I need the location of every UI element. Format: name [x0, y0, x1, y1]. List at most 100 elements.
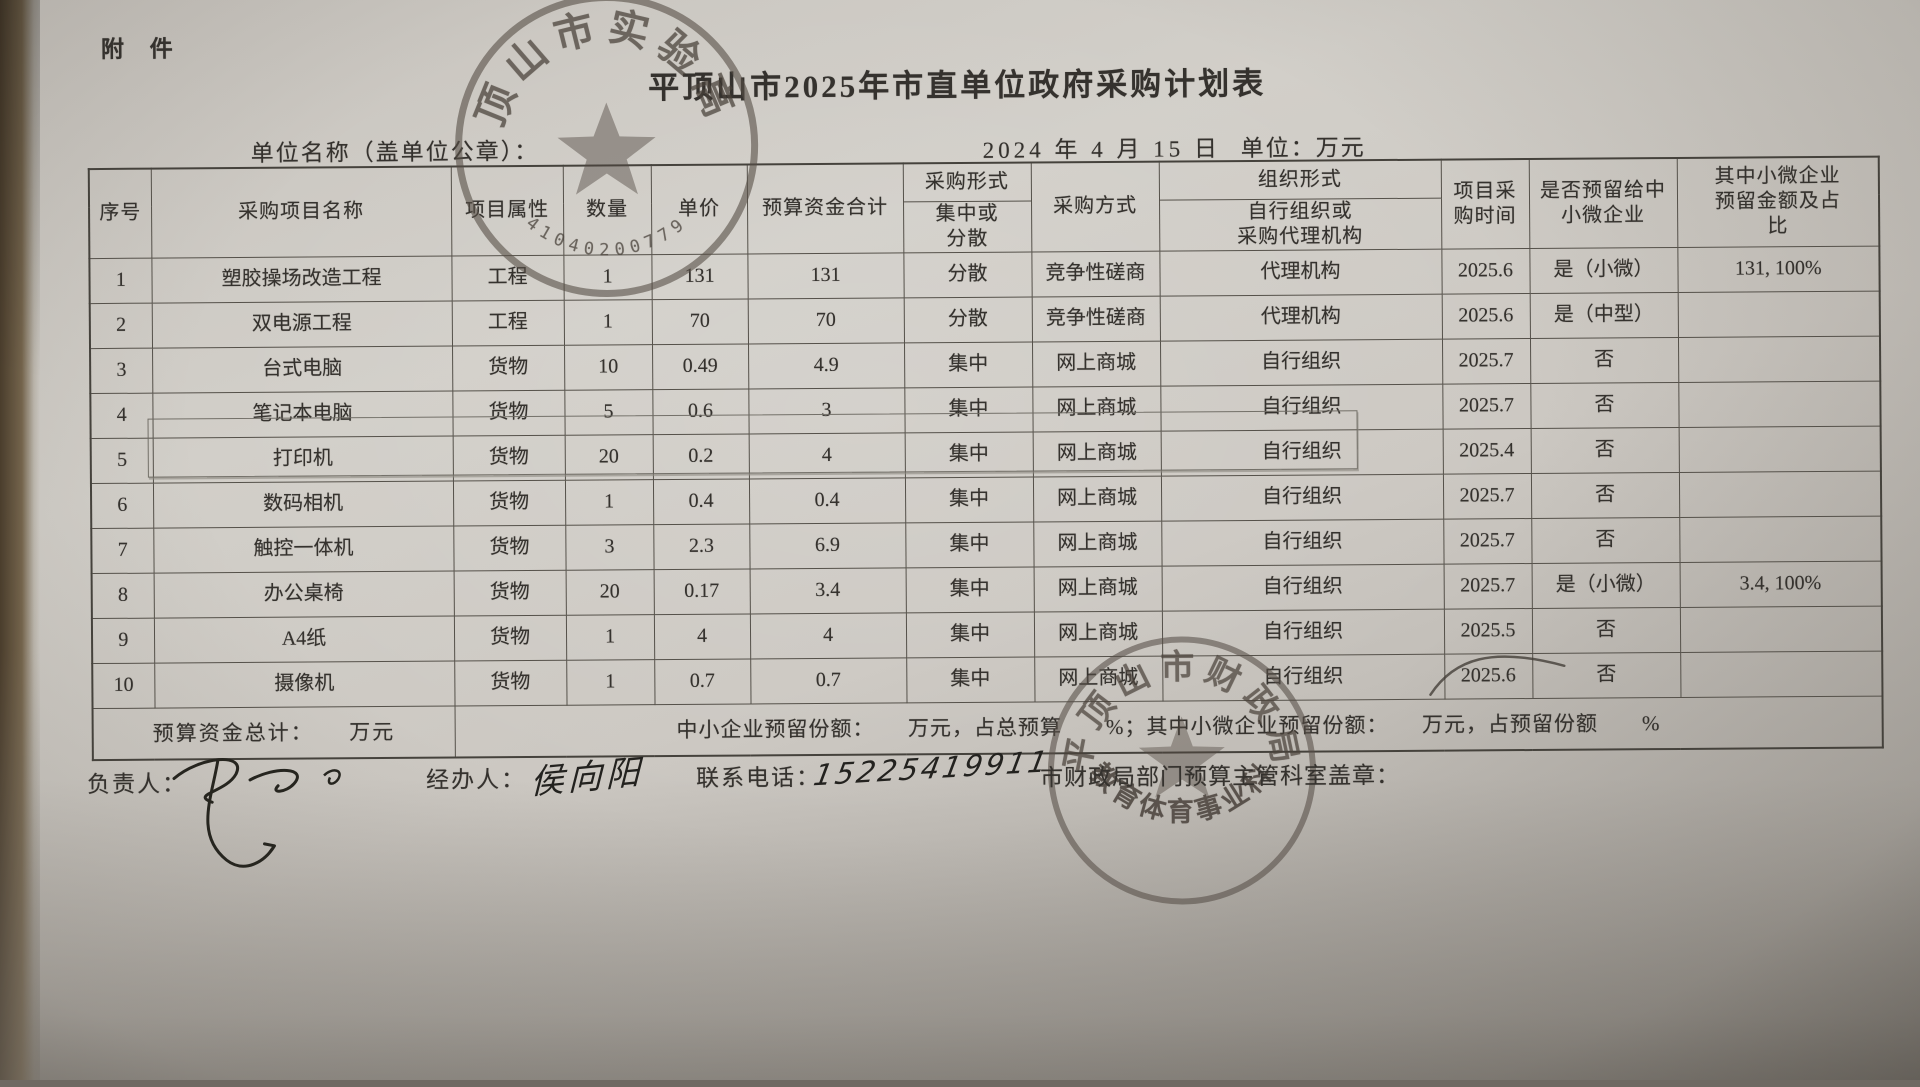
footer-line: 负责人： 经办人： 侯向阳 联系电话： 15225419911 市财政局部门预算… [2, 746, 1920, 899]
table-cell: 货物 [453, 525, 565, 571]
col-header-reserved-sme: 是否预留给中 小微企业 [1529, 158, 1678, 248]
table-cell: 网上商城 [1032, 341, 1160, 387]
table-cell: 自行组织 [1160, 384, 1442, 431]
table-cell: 2025.7 [1442, 338, 1530, 384]
table-cell: 20 [566, 569, 654, 615]
table-cell: 摄像机 [154, 661, 454, 708]
table-cell: 3.4, 100% [1680, 561, 1882, 607]
table-cell: 自行组织 [1162, 609, 1444, 656]
table-cell: 1 [566, 659, 654, 705]
responsible-label: 负责人： [87, 764, 187, 799]
table-cell: 集中 [904, 386, 1032, 432]
table-cell: 集中 [905, 521, 1033, 567]
col-header-purchase-form-sub: 集中或 分散 [903, 200, 1031, 252]
table-cell [1680, 606, 1882, 652]
table-cell: 台式电脑 [152, 346, 452, 393]
col-header-purchase-time: 项目采 购时间 [1441, 159, 1530, 249]
table-cell: 自行组织 [1161, 429, 1443, 476]
table-cell: 否 [1531, 517, 1679, 563]
col-header-quantity: 数量 [563, 165, 652, 255]
page-title: 平顶山市2025年市直单位政府采购计划表 [0, 53, 1917, 111]
table-cell: 1 [564, 299, 652, 345]
table-cell: 网上商城 [1033, 521, 1161, 567]
table-cell: 集中 [905, 476, 1033, 522]
table-cell: 131 [747, 252, 903, 298]
table-cell: 6.9 [749, 522, 905, 568]
table-cell: 否 [1531, 472, 1679, 518]
table-cell: 2025.6 [1441, 248, 1529, 294]
col-header-attribute: 项目属性 [451, 166, 564, 256]
table-cell [1678, 381, 1880, 427]
table-cell: 数码相机 [153, 481, 453, 528]
table-cell: 3.4 [750, 567, 906, 613]
table-cell: 2.3 [653, 523, 749, 569]
table-cell: 4.9 [748, 342, 904, 388]
table-cell: 70 [652, 298, 748, 344]
table-cell: 自行组织 [1161, 519, 1443, 566]
table-cell: 3 [748, 387, 904, 433]
table-cell: 代理机构 [1159, 249, 1441, 296]
table-cell: 网上商城 [1034, 611, 1162, 657]
table-cell: 20 [565, 434, 653, 480]
table-cell: 2025.6 [1444, 653, 1532, 699]
table-cell: 分散 [904, 296, 1032, 342]
table-cell: 5 [91, 438, 153, 483]
table-cell: 竞争性磋商 [1032, 296, 1160, 342]
table-cell: 网上商城 [1032, 386, 1160, 432]
table-cell: 0.49 [652, 343, 748, 389]
table-cell: 4 [749, 432, 905, 478]
table-cell: 打印机 [153, 436, 453, 483]
col-header-organization-form: 组织形式 [1159, 160, 1441, 200]
table-cell: 否 [1532, 652, 1680, 698]
table-cell: 0.6 [652, 388, 748, 434]
table-cell: 4 [90, 393, 152, 438]
table-cell: 工程 [451, 255, 563, 301]
table-cell: 2025.7 [1443, 518, 1531, 564]
table-cell: 集中 [906, 656, 1034, 702]
procurement-table: 序号 采购项目名称 项目属性 数量 单价 预算资金合计 采购形式 采购方式 组织… [88, 156, 1884, 761]
table-cell: 7 [91, 528, 153, 573]
col-header-unit-price: 单价 [651, 164, 748, 254]
summary-total-label: 预算资金总计： 万元 [93, 706, 455, 761]
table-cell: 10 [564, 344, 652, 390]
table-cell: 触控一体机 [153, 526, 453, 573]
table-cell: 集中 [905, 431, 1033, 477]
table-cell: 货物 [452, 390, 564, 436]
table-cell: 0.7 [654, 658, 750, 704]
table-cell: 10 [92, 663, 154, 708]
unit-name-label: 单位名称（盖单位公章）： [251, 132, 540, 168]
table-cell: 0.7 [750, 657, 906, 703]
table-cell: A4纸 [154, 616, 454, 663]
table-cell: 集中 [906, 611, 1034, 657]
table-cell: 0.4 [749, 477, 905, 523]
table-cell: 3 [90, 348, 152, 393]
table-cell: 70 [748, 297, 904, 343]
table-cell [1680, 651, 1882, 697]
table-cell: 自行组织 [1162, 564, 1444, 611]
table-cell: 塑胶操场改造工程 [151, 256, 451, 303]
table-cell: 否 [1530, 337, 1678, 383]
table-cell: 0.2 [653, 433, 749, 479]
table-cell: 2025.7 [1442, 383, 1530, 429]
table-cell: 8 [92, 573, 154, 618]
table-cell: 工程 [452, 300, 564, 346]
table-cell: 自行组织 [1162, 654, 1444, 701]
handler-name-handwritten: 侯向阳 [530, 744, 644, 804]
table-cell: 双电源工程 [152, 301, 452, 348]
table-cell: 办公桌椅 [154, 571, 454, 618]
table-cell [1678, 336, 1880, 382]
table-cell: 自行组织 [1161, 474, 1443, 521]
table-cell: 货物 [454, 660, 566, 706]
table-cell: 2025.7 [1443, 473, 1531, 519]
table-cell: 9 [92, 618, 154, 663]
table-cell: 网上商城 [1034, 656, 1162, 702]
table-cell [1679, 426, 1881, 472]
table-cell: 2025.6 [1442, 293, 1530, 339]
col-header-micro-reserved: 其中小微企业 预留金额及占 比 [1677, 157, 1880, 247]
table-cell: 131 [651, 253, 747, 299]
table-cell: 货物 [454, 615, 566, 661]
table-cell: 是（小微） [1532, 562, 1680, 608]
table-cell: 货物 [453, 435, 565, 481]
phone-label: 联系电话： [696, 758, 821, 793]
